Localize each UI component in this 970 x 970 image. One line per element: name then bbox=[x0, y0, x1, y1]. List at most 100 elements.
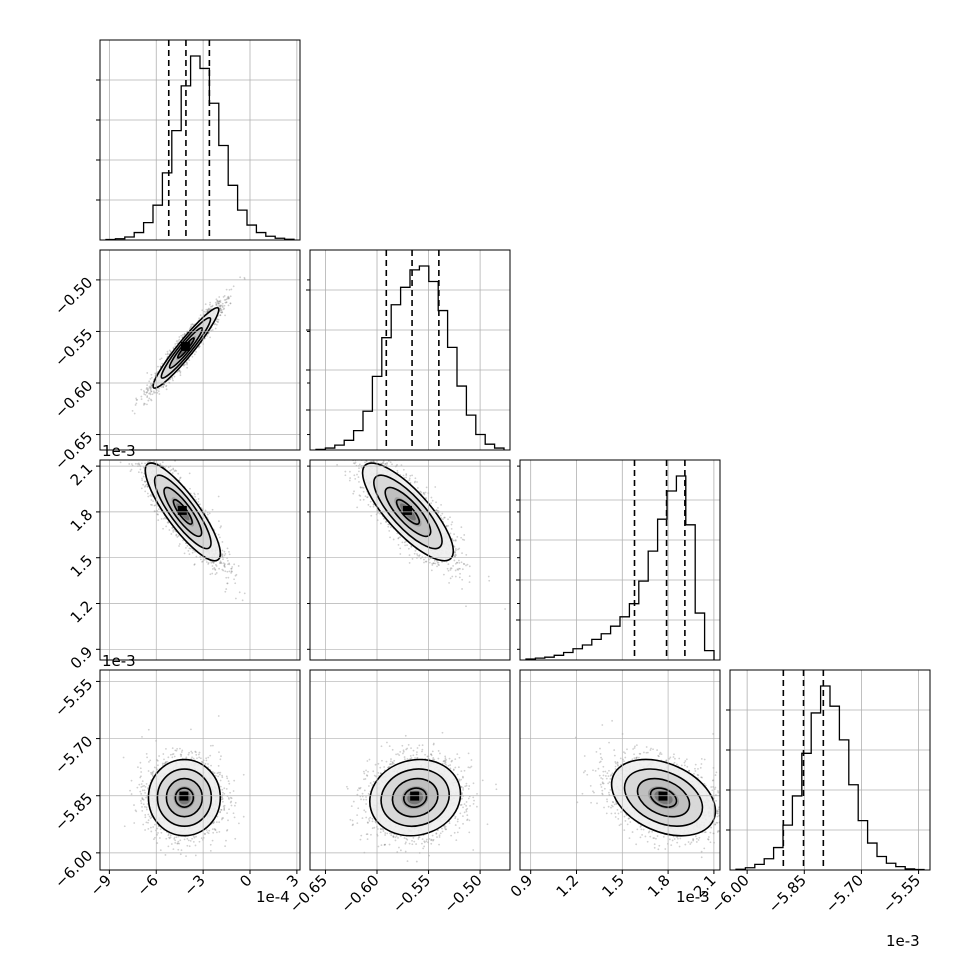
sample-point bbox=[186, 366, 189, 369]
sample-point bbox=[177, 340, 179, 342]
contour-line bbox=[176, 337, 195, 359]
sample-point bbox=[144, 480, 147, 483]
sample-point bbox=[234, 597, 237, 600]
sample-point bbox=[189, 547, 192, 550]
sample-point bbox=[223, 299, 226, 301]
sample-point bbox=[209, 301, 212, 304]
sample-point bbox=[145, 388, 148, 390]
sample-point bbox=[195, 350, 197, 353]
sample-point bbox=[203, 558, 206, 561]
sample-point bbox=[406, 544, 408, 546]
sample-point bbox=[201, 560, 204, 563]
sample-point bbox=[226, 296, 229, 299]
sample-point bbox=[150, 387, 152, 390]
sample-point bbox=[224, 566, 226, 568]
sample-point bbox=[214, 301, 217, 304]
sample-point bbox=[166, 353, 169, 356]
sample-point bbox=[140, 462, 143, 465]
sample-point bbox=[143, 480, 146, 483]
sample-point bbox=[215, 320, 218, 323]
sample-point bbox=[145, 424, 147, 426]
sample-point bbox=[172, 529, 175, 531]
sample-point bbox=[149, 377, 152, 380]
sample-point bbox=[143, 486, 146, 488]
sample-point bbox=[142, 403, 145, 406]
sample-point bbox=[143, 391, 146, 394]
sample-point bbox=[178, 479, 181, 481]
sample-point bbox=[228, 563, 231, 566]
sample-point bbox=[221, 555, 223, 558]
sample-point bbox=[211, 572, 214, 575]
sample-point bbox=[145, 446, 147, 448]
axes-frame bbox=[99, 39, 301, 241]
sample-point bbox=[144, 484, 147, 487]
sample-point bbox=[221, 304, 224, 307]
sample-point bbox=[174, 343, 177, 345]
sample-point bbox=[140, 456, 142, 458]
sample-point bbox=[221, 311, 223, 314]
sample-point bbox=[172, 379, 174, 382]
sample-point bbox=[147, 456, 149, 458]
sample-point bbox=[128, 463, 131, 465]
sample-point bbox=[177, 472, 180, 475]
sample-point bbox=[203, 310, 206, 313]
sample-point bbox=[180, 334, 183, 337]
sample-point bbox=[159, 365, 162, 368]
sample-point bbox=[151, 393, 154, 396]
sample-point bbox=[214, 563, 217, 566]
sample-point bbox=[146, 446, 148, 448]
sample-point bbox=[185, 542, 187, 545]
sample-point bbox=[199, 314, 202, 317]
sample-point bbox=[210, 305, 212, 308]
sample-point bbox=[186, 363, 188, 366]
sample-point bbox=[146, 372, 149, 374]
sample-point bbox=[130, 468, 133, 471]
sample-point bbox=[161, 362, 164, 365]
sample-point bbox=[215, 302, 218, 305]
sample-point bbox=[224, 553, 227, 555]
sample-point bbox=[221, 553, 224, 556]
histogram-step bbox=[525, 475, 715, 660]
sample-point bbox=[207, 562, 210, 564]
sample-point bbox=[212, 561, 215, 564]
sample-point bbox=[179, 370, 182, 373]
sample-point bbox=[211, 565, 214, 567]
histogram-step bbox=[315, 265, 505, 450]
sample-point bbox=[143, 438, 145, 440]
sample-point bbox=[177, 535, 180, 537]
sample-point bbox=[227, 576, 230, 579]
sample-point bbox=[147, 399, 150, 402]
sample-point bbox=[170, 533, 173, 535]
sample-point bbox=[193, 563, 196, 566]
sample-point bbox=[151, 504, 153, 506]
sample-point bbox=[208, 512, 211, 515]
sample-point bbox=[219, 562, 222, 565]
sample-point bbox=[143, 393, 146, 395]
sample-point bbox=[215, 298, 218, 301]
contour-line bbox=[172, 498, 193, 525]
sample-point bbox=[144, 462, 147, 465]
sample-point bbox=[223, 554, 226, 557]
sample-point bbox=[193, 493, 196, 496]
sample-point bbox=[424, 491, 427, 494]
sample-point bbox=[230, 567, 233, 570]
sample-point bbox=[173, 470, 176, 472]
sample-point bbox=[164, 516, 166, 519]
sample-point bbox=[219, 314, 222, 317]
sample-point bbox=[137, 462, 140, 465]
sample-point bbox=[191, 323, 194, 325]
sample-point bbox=[222, 308, 225, 311]
sample-point bbox=[220, 562, 223, 565]
sample-point bbox=[137, 444, 139, 446]
sample-point bbox=[226, 582, 229, 585]
sample-point bbox=[188, 553, 191, 556]
sample-point bbox=[221, 549, 224, 552]
sample-point bbox=[206, 561, 208, 563]
sample-point bbox=[219, 526, 222, 529]
axes-frame bbox=[309, 249, 511, 451]
sample-point bbox=[141, 477, 143, 480]
sample-point bbox=[138, 452, 140, 454]
sample-point bbox=[166, 352, 169, 355]
sample-point bbox=[211, 329, 214, 331]
sample-point bbox=[136, 398, 139, 401]
